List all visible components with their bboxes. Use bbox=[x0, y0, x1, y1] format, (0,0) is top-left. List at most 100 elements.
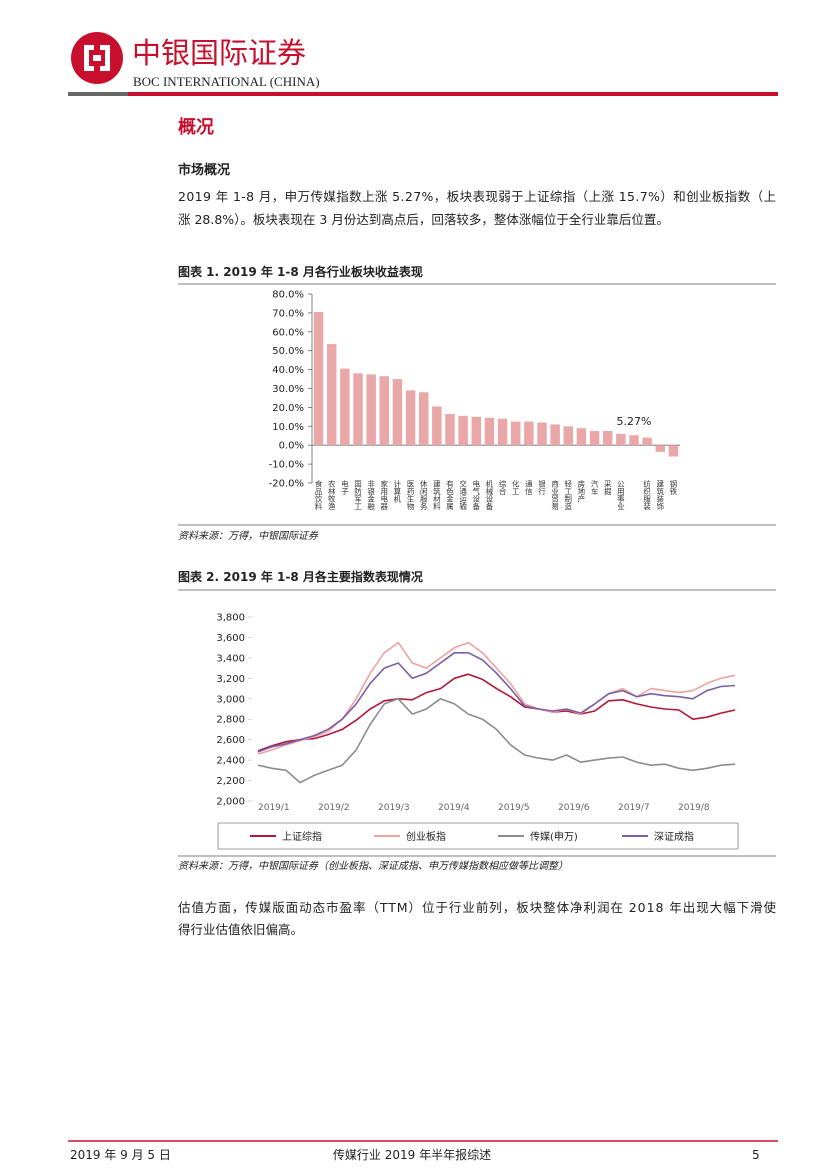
x-tick-label: 2019/3 bbox=[378, 803, 410, 813]
x-tick-label: 非银金融 bbox=[366, 479, 375, 512]
x-tick-label: 采掘 bbox=[603, 479, 612, 497]
series-line bbox=[257, 652, 736, 753]
x-tick-label: 轻工制造 bbox=[564, 479, 573, 512]
bar bbox=[484, 417, 495, 446]
bar bbox=[576, 428, 587, 446]
y-tick-label: 3,800 bbox=[216, 613, 245, 624]
bar bbox=[668, 445, 679, 457]
y-tick-label: 30.0% bbox=[272, 384, 304, 395]
x-tick-label: 汽车 bbox=[590, 479, 599, 497]
bar bbox=[353, 373, 363, 446]
bar bbox=[458, 415, 468, 446]
page-number: 5 bbox=[752, 1148, 760, 1162]
header-rule bbox=[128, 92, 778, 96]
legend-label: 深证成指 bbox=[654, 830, 694, 843]
x-tick-label: 休闲服务 bbox=[419, 479, 428, 512]
y-tick-label: 0.0% bbox=[279, 441, 304, 452]
bar bbox=[340, 368, 350, 446]
x-tick-label: 2019/7 bbox=[618, 803, 650, 813]
paragraph-line: 2019 年 1-8 月，申万传媒指数上涨 5.27%，板块表现弱于上证综指（上… bbox=[178, 189, 776, 204]
x-tick-label: 家用电器 bbox=[380, 479, 389, 512]
x-tick-label: 交通运输 bbox=[458, 479, 467, 512]
x-tick-label: 2019/4 bbox=[438, 803, 470, 813]
bar bbox=[642, 437, 652, 446]
y-tick-label: 80.0% bbox=[272, 290, 304, 301]
company-name-en: BOC INTERNATIONAL (CHINA) bbox=[133, 74, 320, 89]
y-tick-label: 40.0% bbox=[272, 365, 304, 376]
bar bbox=[405, 390, 416, 446]
bar bbox=[418, 392, 429, 446]
bar bbox=[510, 421, 521, 446]
x-tick-label: 2019/8 bbox=[678, 803, 710, 813]
figure-title: 图表 2. 2019 年 1-8 月各主要指数表现情况 bbox=[178, 569, 423, 584]
bar bbox=[629, 435, 639, 446]
y-tick-label: -20.0% bbox=[269, 479, 304, 490]
y-tick-label: 3,200 bbox=[216, 674, 245, 685]
bar bbox=[524, 421, 534, 446]
x-tick-label: 建筑装饰 bbox=[656, 479, 665, 512]
bar bbox=[589, 431, 600, 446]
x-tick-label: 机械设备 bbox=[485, 479, 494, 512]
logo bbox=[71, 32, 123, 84]
bar bbox=[471, 416, 482, 446]
bar bbox=[445, 414, 455, 446]
paragraph-line: 得行业估值依旧偏高。 bbox=[178, 922, 303, 937]
y-tick-label: -10.0% bbox=[269, 460, 304, 471]
y-tick-label: 2,800 bbox=[216, 715, 245, 726]
y-tick-label: 3,400 bbox=[216, 653, 245, 664]
company-name-cn: 中银国际证券 bbox=[132, 36, 306, 70]
x-tick-label: 食品饮料 bbox=[314, 479, 323, 512]
x-tick-label: 钢铁 bbox=[669, 479, 678, 497]
paragraph-line: 涨 28.8%）。板块表现在 3 月份达到高点后，回落较多，整体涨幅位于全行业靠… bbox=[178, 212, 669, 227]
bar bbox=[432, 406, 442, 446]
legend-box bbox=[217, 822, 739, 850]
x-tick-label: 国防军工 bbox=[353, 480, 362, 511]
y-tick-label: 3,000 bbox=[216, 694, 245, 705]
x-tick-label: 银行 bbox=[537, 480, 546, 497]
bar bbox=[366, 374, 376, 446]
x-tick-label: 农林牧渔 bbox=[327, 479, 336, 511]
y-tick-label: 70.0% bbox=[272, 308, 304, 319]
x-tick-label: 2019/1 bbox=[258, 803, 290, 813]
x-tick-label: 电气设备 bbox=[472, 479, 481, 512]
bar bbox=[550, 424, 560, 446]
x-tick-label: 计算机 bbox=[393, 479, 402, 504]
section-title: 概况 bbox=[178, 116, 214, 138]
footer-date: 2019 年 9 月 5 日 bbox=[70, 1148, 171, 1162]
x-tick-label: 有色金属 bbox=[445, 479, 454, 512]
figure-source: 资料来源：万得，中银国际证券（创业板指、深证成指、申万传媒指数相应做等比调整） bbox=[178, 860, 568, 872]
bar bbox=[313, 311, 324, 446]
y-tick-label: 2,600 bbox=[216, 735, 245, 746]
x-tick-label: 医药生物 bbox=[406, 480, 415, 512]
legend-label: 上证综指 bbox=[282, 830, 322, 843]
bar bbox=[616, 433, 626, 446]
x-tick-label: 2019/5 bbox=[498, 803, 530, 813]
series-line bbox=[257, 673, 736, 752]
data-label: 5.27% bbox=[617, 415, 652, 428]
x-tick-label: 电子 bbox=[340, 479, 349, 496]
bar bbox=[379, 376, 390, 446]
y-tick-label: 60.0% bbox=[272, 327, 304, 338]
legend-label: 创业板指 bbox=[406, 830, 446, 843]
bar bbox=[537, 422, 547, 446]
x-tick-label: 公用事业 bbox=[616, 480, 625, 510]
footer-report: 传媒行业 2019 年半年报综述 bbox=[333, 1147, 491, 1162]
bar bbox=[655, 445, 666, 452]
paragraph-line: 估值方面，传媒版面动态市盈率（TTM）位于行业前列，板块整体净利润在 2018 … bbox=[178, 900, 776, 915]
bar bbox=[563, 426, 574, 446]
bar bbox=[602, 431, 613, 446]
figure-source: 资料来源：万得，中银国际证券 bbox=[178, 530, 319, 542]
x-tick-label: 商业贸易 bbox=[550, 479, 559, 512]
subsection-title: 市场概况 bbox=[178, 162, 230, 178]
bar bbox=[392, 379, 403, 446]
x-tick-label: 化工 bbox=[511, 479, 520, 496]
y-tick-label: 2,000 bbox=[216, 797, 245, 808]
x-tick-label: 综合 bbox=[498, 479, 507, 497]
y-tick-label: 10.0% bbox=[272, 422, 304, 433]
bar bbox=[497, 418, 508, 446]
series-line bbox=[257, 641, 736, 755]
x-tick-label: 2019/6 bbox=[558, 803, 590, 813]
x-tick-label: 2019/2 bbox=[318, 803, 350, 813]
y-tick-label: 20.0% bbox=[272, 403, 304, 414]
